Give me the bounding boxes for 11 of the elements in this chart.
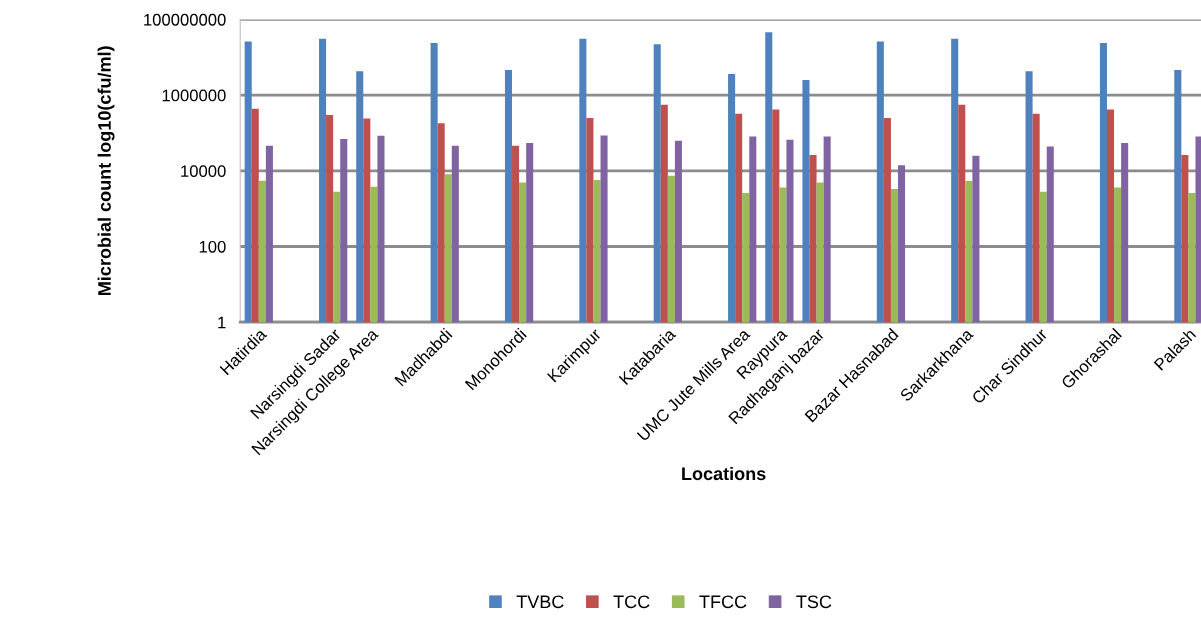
x-axis-title: Locations <box>682 466 766 481</box>
y-tick-label: 100 <box>199 240 226 253</box>
legend-label: TVBC <box>516 595 564 609</box>
y-tick-label: 1 <box>218 316 226 329</box>
legend-label: TCC <box>613 595 650 609</box>
y-tick-label: 100000000 <box>144 13 226 26</box>
legend-label: TFCC <box>699 595 747 609</box>
y-tick-label: 1000000 <box>162 89 226 102</box>
legend-label: TSC <box>796 595 832 609</box>
y-axis-title: Microbial count log10(cfu/ml) <box>97 46 115 295</box>
y-tick-label: 10000 <box>181 165 226 178</box>
